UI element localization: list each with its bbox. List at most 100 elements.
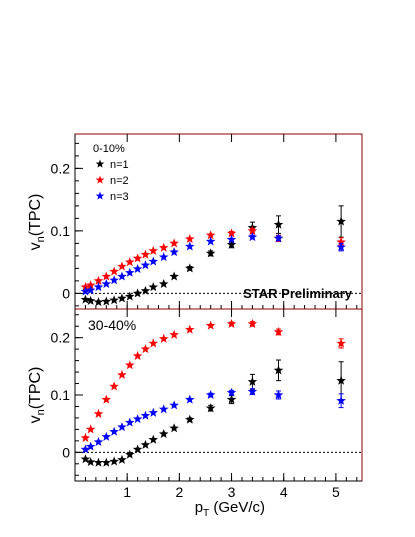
- data-point: [117, 369, 127, 379]
- data-point: [80, 454, 91, 464]
- data-point: [85, 457, 96, 467]
- data-point: [109, 295, 119, 305]
- data-point: [336, 216, 346, 226]
- data-point: [247, 386, 258, 396]
- series-n=2: [80, 225, 346, 292]
- data-point: [132, 264, 143, 274]
- data-point: [205, 236, 216, 246]
- data-point: [226, 228, 237, 238]
- data-point: [140, 285, 151, 295]
- data-point: [140, 260, 151, 270]
- series-n=1: [80, 359, 346, 467]
- data-point: [148, 434, 159, 444]
- data-point: [336, 338, 346, 348]
- data-point: [132, 288, 143, 298]
- data-point: [336, 237, 346, 247]
- x-tick-label: 1: [123, 484, 131, 500]
- data-point: [185, 394, 195, 404]
- data-point: [101, 394, 112, 404]
- data-point: [93, 437, 104, 447]
- y-axis-label-bottom: vn(TPC): [27, 367, 47, 424]
- data-point: [85, 285, 96, 295]
- data-point: [148, 407, 159, 417]
- y-tick-label: 0.2: [51, 160, 71, 176]
- data-point: [85, 424, 96, 434]
- data-point: [85, 441, 96, 451]
- data-point: [125, 257, 135, 267]
- data-point: [226, 234, 237, 244]
- data-point: [205, 390, 216, 400]
- data-point: [158, 428, 169, 439]
- legend-label: n=2: [110, 175, 129, 187]
- data-point: [140, 249, 151, 259]
- data-point: [158, 242, 169, 252]
- y-tick-label: 0: [62, 444, 70, 460]
- data-point: [101, 271, 112, 281]
- data-point: [185, 241, 195, 251]
- series-n=3: [80, 386, 346, 454]
- data-point: [93, 457, 104, 467]
- data-point: [109, 426, 119, 436]
- legend-marker: [95, 175, 105, 184]
- data-point: [93, 408, 104, 418]
- data-point: [93, 282, 104, 292]
- legend-marker: [95, 159, 105, 168]
- data-point: [93, 275, 104, 285]
- panel-label-top: 0-10%: [93, 143, 125, 155]
- data-point: [185, 263, 195, 273]
- data-point: [273, 219, 284, 229]
- data-point: [205, 230, 216, 240]
- data-point: [158, 252, 169, 262]
- data-point: [117, 261, 127, 271]
- data-point: [109, 275, 119, 285]
- data-point: [85, 295, 96, 305]
- data-point: [273, 326, 284, 336]
- data-point: [80, 433, 91, 443]
- data-point: [85, 280, 96, 290]
- legend-label: n=3: [110, 191, 129, 203]
- data-point: [205, 320, 216, 330]
- data-point: [205, 403, 216, 413]
- x-tick-label: 3: [228, 484, 236, 500]
- data-point: [336, 375, 346, 385]
- data-point: [93, 297, 104, 307]
- data-point: [169, 238, 179, 248]
- data-point: [226, 318, 237, 328]
- data-point: [125, 267, 135, 277]
- data-point: [169, 329, 179, 339]
- data-point: [80, 294, 91, 304]
- data-point: [273, 365, 284, 375]
- data-point: [185, 234, 195, 244]
- star-preliminary-label: STAR Preliminary: [243, 286, 353, 301]
- data-point: [125, 417, 135, 427]
- series-n=2: [80, 318, 346, 443]
- data-point: [158, 333, 169, 343]
- data-point: [80, 444, 91, 454]
- data-point: [132, 253, 143, 263]
- data-point: [117, 271, 127, 281]
- data-point: [158, 279, 169, 289]
- data-point: [117, 422, 127, 432]
- data-point: [148, 256, 159, 266]
- data-point: [140, 439, 151, 449]
- data-point: [247, 318, 258, 328]
- data-point: [205, 248, 216, 258]
- data-point: [169, 247, 179, 257]
- data-point: [125, 360, 135, 370]
- data-point: [336, 395, 346, 405]
- data-point: [109, 381, 119, 391]
- x-tick-label: 2: [175, 484, 183, 500]
- data-point: [132, 351, 143, 361]
- data-point: [158, 404, 169, 414]
- data-point: [101, 431, 112, 441]
- data-point: [226, 387, 237, 397]
- data-point: [117, 293, 127, 303]
- panel-label-bottom: 30-40%: [88, 317, 136, 333]
- data-point: [132, 444, 143, 454]
- data-point: [109, 266, 119, 276]
- data-point: [117, 454, 127, 464]
- data-point: [140, 344, 151, 354]
- data-point: [185, 324, 195, 334]
- x-tick-label: 5: [332, 484, 340, 500]
